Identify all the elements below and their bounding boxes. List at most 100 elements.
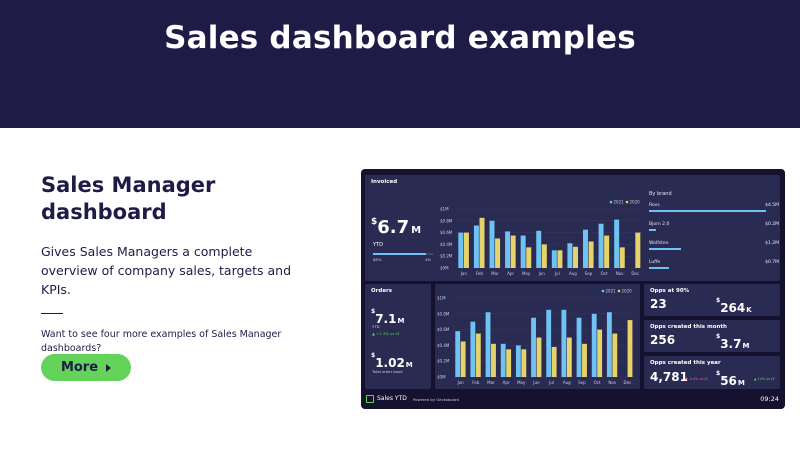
bar <box>583 229 588 268</box>
currency-symbol: $ <box>716 333 721 340</box>
bar <box>536 230 542 268</box>
currency-symbol: $ <box>716 370 721 377</box>
legend-swatch <box>617 289 621 293</box>
opps-90-value: $264K <box>716 297 752 316</box>
invoiced-progress-track <box>373 253 433 255</box>
x-tick-label: Feb <box>476 271 484 276</box>
brand-name: Luffe <box>649 260 661 265</box>
page-title: Sales dashboard examples <box>164 20 636 56</box>
orders-ytd-unit: M <box>397 317 405 325</box>
legend-label: 2021 <box>614 200 625 205</box>
invoiced-value: $6.7 M <box>371 217 421 238</box>
progress-right-label: 4% <box>425 257 432 262</box>
orders-chart-panel: $0M $0.2M $0.4M $0.6M $0.8M $1M 2021 2020 Jan Feb… <box>435 284 640 389</box>
y-tick-label: $1M <box>440 207 449 212</box>
invoiced-panel: Invoiced $6.7 M YTD 88% 4% $0M $0.2M $0.4M $… <box>365 175 780 281</box>
dashboard-screenshot: Invoiced $6.7 M YTD 88% 4% $0M $0.2M $0.4M $… <box>361 169 785 409</box>
y-tick-label: $0.6M <box>440 230 453 235</box>
y-tick-label: $1M <box>437 296 446 301</box>
progress-left-label: 88% <box>373 257 382 262</box>
x-tick-label: Jul <box>554 271 560 276</box>
opps-90-number: 264 <box>720 301 746 315</box>
bar <box>531 317 536 377</box>
brand-name: Wolfsten <box>649 241 669 246</box>
play-arrow-icon <box>106 363 112 372</box>
brand-bar <box>649 267 669 269</box>
invoiced-progress-fill <box>373 253 426 255</box>
bar <box>612 333 618 377</box>
x-tick-label: May <box>517 380 526 385</box>
brand-name: Bjorn 2.0 <box>649 222 670 227</box>
opps-year-value: $56M <box>716 370 745 389</box>
bar <box>506 349 512 377</box>
order-book-unit: M <box>405 361 413 369</box>
bar <box>635 232 641 268</box>
more-button-label: More <box>60 360 99 375</box>
orders-ytd-sub: YTD <box>372 324 380 329</box>
legend-label: 2021 <box>606 289 617 294</box>
brand-value: $0.2M <box>765 222 779 227</box>
opps-90-title: Opps at 90% <box>650 288 690 294</box>
legend-swatch <box>609 200 613 204</box>
intro-section: Sales Manager dashboard Gives Sales Mana… <box>41 172 311 356</box>
legend-swatch <box>625 200 629 204</box>
bar <box>582 343 587 377</box>
legend-label: 2020 <box>630 200 641 205</box>
bar <box>473 225 479 268</box>
bar <box>606 312 612 377</box>
x-tick-label: Sep <box>578 380 586 385</box>
orders-ytd-number: 7.1 <box>375 312 397 326</box>
invoiced-bar-chart: $0M $0.2M $0.4M $0.6M $0.8M $1M 2021 2020 Jan Feb… <box>440 200 643 276</box>
section-description: Gives Sales Managers a complete overview… <box>41 244 292 297</box>
order-book-number: 1.02 <box>375 356 405 370</box>
bar <box>573 246 578 268</box>
bar <box>551 250 557 268</box>
order-book-sub: Total order book <box>372 369 403 374</box>
dashboard-footer: Sales YTD Powered by Geckoboard 09:24 <box>361 391 785 409</box>
bar <box>557 250 563 268</box>
by-brand-title: By brand <box>649 191 672 197</box>
x-tick-label: Aug <box>563 380 571 385</box>
brand-name: Rovs <box>649 203 660 208</box>
x-tick-label: Oct <box>601 271 608 276</box>
opps-month-unit: M <box>742 342 750 350</box>
bar <box>567 243 573 268</box>
bar <box>505 231 511 268</box>
x-tick-label: Feb <box>472 380 480 385</box>
legend-swatch <box>601 289 605 293</box>
invoiced-title: Invoiced <box>371 179 398 185</box>
x-tick-label: Jan <box>456 380 464 385</box>
bar <box>546 309 552 377</box>
bar <box>619 247 625 268</box>
bar <box>541 244 547 268</box>
y-tick-label: $0.4M <box>437 343 450 348</box>
x-tick-label: Apr <box>503 380 510 385</box>
opps-month-value: $3.7M <box>716 333 749 352</box>
x-tick-label: Apr <box>507 271 514 276</box>
bar <box>479 217 485 268</box>
bar <box>588 241 594 268</box>
bar <box>455 331 461 377</box>
dashboard-name: Sales YTD <box>377 395 407 402</box>
opps-year-value-delta: ▲ 14% vs LY <box>754 377 775 381</box>
powered-by-text: Powered by Geckoboard <box>413 397 459 402</box>
clock-time: 09:24 <box>760 395 779 403</box>
x-tick-label: Jan <box>460 271 468 276</box>
x-tick-label: Mar <box>491 271 499 276</box>
bar <box>491 343 496 377</box>
more-button[interactable]: More <box>41 354 131 381</box>
bar <box>591 313 597 377</box>
bar <box>470 321 476 377</box>
brand-value: $1.2M <box>765 241 779 246</box>
opps-90-unit: K <box>746 306 752 314</box>
bar <box>463 232 469 268</box>
bar <box>458 232 464 268</box>
currency-symbol: $ <box>716 297 721 304</box>
bar <box>485 312 491 377</box>
x-tick-label: Dec <box>624 380 632 385</box>
orders-title: Orders <box>371 288 393 294</box>
opps-year-count-delta: ▼ -3.4% vs LY <box>685 377 708 381</box>
bar <box>536 337 542 377</box>
brand-bar <box>649 229 656 231</box>
opps-month-title: Opps created this month <box>650 324 727 330</box>
